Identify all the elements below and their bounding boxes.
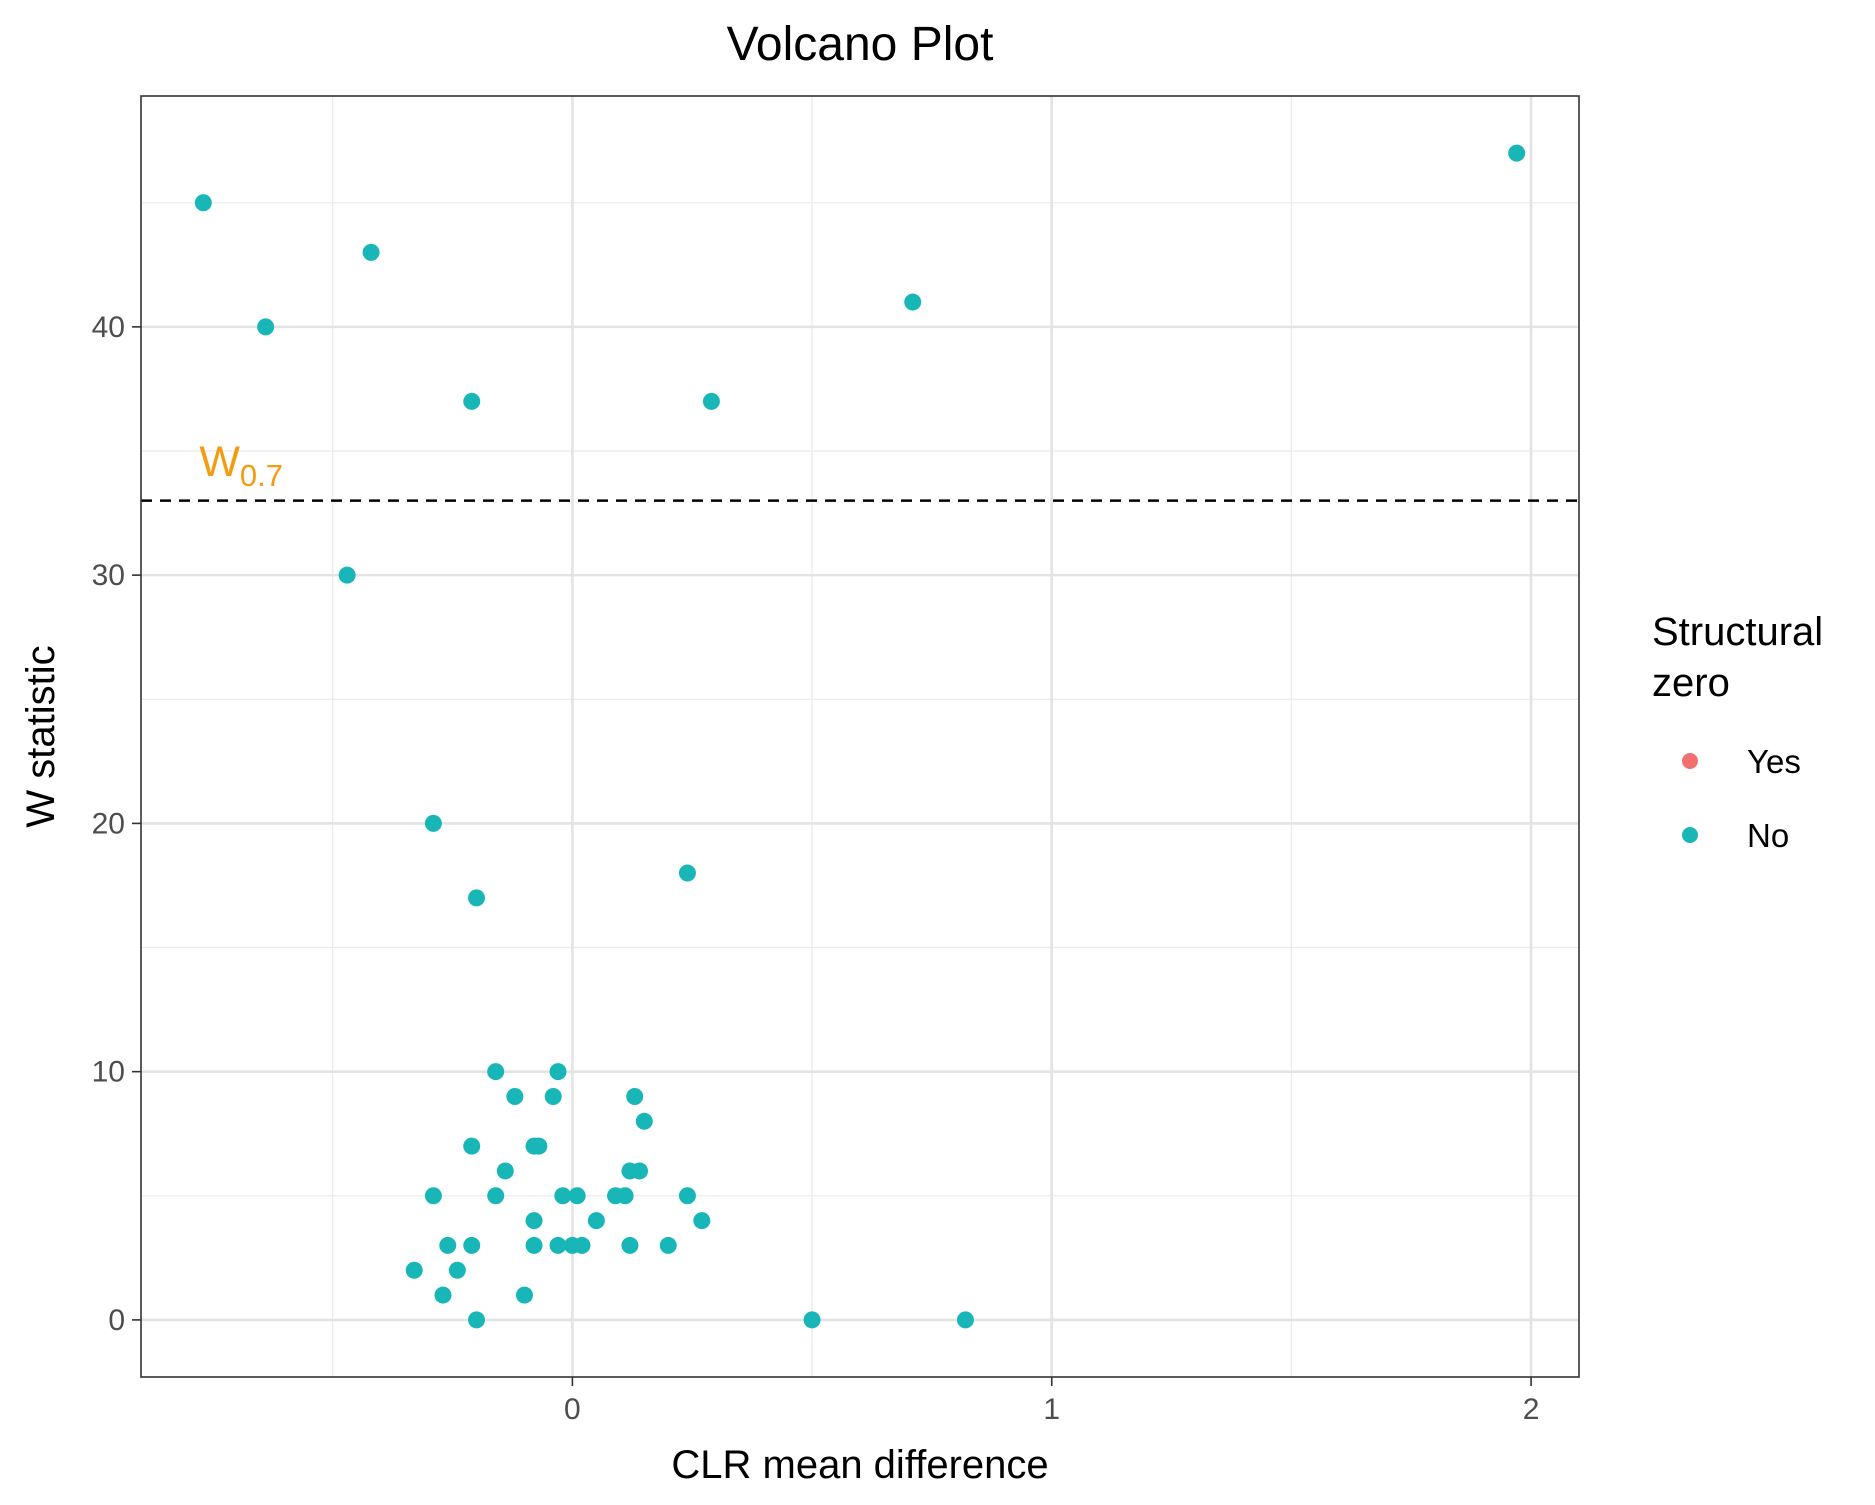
threshold-label-subscript: 0.7	[240, 458, 283, 493]
data-point	[257, 318, 275, 336]
x-axis-ticks: 0 1 2	[564, 1377, 1539, 1426]
data-point	[554, 1187, 572, 1205]
data-point	[525, 1236, 543, 1254]
data-point	[549, 1063, 567, 1081]
y-tick-label: 30	[92, 559, 125, 592]
legend: Structural zero Yes No	[1652, 610, 1823, 854]
data-point	[424, 1187, 442, 1205]
chart-title: Volcano Plot	[727, 18, 994, 71]
legend-label-no: No	[1747, 817, 1789, 854]
data-point	[468, 889, 486, 907]
threshold-label: W0.7	[199, 438, 283, 493]
data-point	[338, 566, 356, 584]
plot-panel-border	[140, 95, 1580, 1378]
data-point	[678, 864, 696, 882]
data-points	[194, 144, 1526, 1329]
data-point	[405, 1261, 423, 1279]
grid-minor	[141, 96, 1579, 1377]
data-point	[439, 1236, 457, 1254]
legend-key-no	[1682, 827, 1698, 843]
data-point	[463, 1236, 481, 1254]
data-point	[678, 1187, 696, 1205]
data-point	[635, 1112, 653, 1130]
data-point	[549, 1236, 567, 1254]
data-point	[956, 1311, 974, 1329]
data-point	[463, 392, 481, 410]
y-tick-label: 20	[92, 807, 125, 840]
data-point	[659, 1236, 677, 1254]
data-point	[702, 392, 720, 410]
data-point	[1508, 144, 1526, 162]
data-point	[616, 1187, 634, 1205]
y-tick-label: 10	[92, 1056, 125, 1089]
legend-label-yes: Yes	[1747, 743, 1801, 780]
x-tick-label: 1	[1043, 1393, 1060, 1426]
data-point	[194, 194, 212, 212]
y-tick-label: 40	[92, 311, 125, 344]
data-point	[434, 1286, 452, 1304]
data-point	[530, 1137, 548, 1155]
x-tick-label: 2	[1523, 1393, 1540, 1426]
data-point	[525, 1212, 543, 1230]
x-tick-label: 0	[564, 1393, 581, 1426]
data-point	[362, 243, 380, 261]
data-point	[573, 1236, 591, 1254]
data-point	[587, 1212, 605, 1230]
data-point	[568, 1187, 586, 1205]
data-point	[803, 1311, 821, 1329]
legend-title-line-2: zero	[1652, 661, 1730, 705]
data-point	[463, 1137, 481, 1155]
data-point	[448, 1261, 466, 1279]
data-point	[487, 1187, 505, 1205]
data-point	[515, 1286, 533, 1304]
y-axis-ticks: 0 10 20 30 40	[92, 311, 141, 1337]
data-point	[626, 1087, 644, 1105]
x-axis-label: CLR mean difference	[671, 1443, 1048, 1487]
data-point	[904, 293, 922, 311]
data-point	[631, 1162, 649, 1180]
y-axis-label: W statistic	[19, 645, 63, 827]
data-point	[621, 1236, 639, 1254]
data-point	[693, 1212, 711, 1230]
data-point	[544, 1087, 562, 1105]
grid-major	[141, 96, 1579, 1377]
legend-key-yes	[1682, 753, 1698, 769]
y-tick-label: 0	[108, 1304, 125, 1337]
threshold-label-main: W	[199, 438, 240, 486]
data-point	[506, 1087, 524, 1105]
legend-title-line-1: Structural	[1652, 610, 1823, 654]
data-point	[496, 1162, 514, 1180]
data-point	[468, 1311, 486, 1329]
data-point	[487, 1063, 505, 1081]
data-point	[424, 814, 442, 832]
